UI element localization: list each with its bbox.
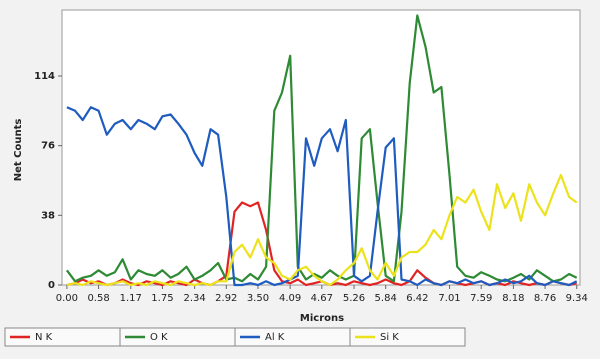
series-line xyxy=(66,14,578,283)
legend-label: N K xyxy=(35,332,53,343)
x-tick-label: 0.58 xyxy=(87,293,109,304)
x-tick-label: 5.84 xyxy=(375,293,397,304)
legend-label: Al K xyxy=(265,332,285,343)
x-tick-label: 4.67 xyxy=(311,293,333,304)
y-tick-label: 114 xyxy=(34,71,55,82)
plot-area xyxy=(61,9,581,286)
x-tick-label: 6.42 xyxy=(406,293,428,304)
x-tick-label: 2.92 xyxy=(215,293,237,304)
legend-label: O K xyxy=(150,332,168,343)
x-tick-label: 7.59 xyxy=(470,293,492,304)
x-tick-label: 1.17 xyxy=(120,293,142,304)
x-tick-label: 1.75 xyxy=(151,293,173,304)
series-line xyxy=(66,173,578,287)
x-tick-label: 3.50 xyxy=(247,293,269,304)
x-tick-label: 5.26 xyxy=(343,293,365,304)
y-tick-label: 76 xyxy=(41,141,55,152)
x-tick-label: 8.18 xyxy=(502,293,524,304)
series-line xyxy=(66,106,578,287)
x-tick-label: 9.34 xyxy=(566,293,588,304)
x-tick-label: 4.09 xyxy=(279,293,301,304)
x-tick-label: 8.76 xyxy=(534,293,556,304)
x-axis-label: Microns xyxy=(300,313,344,324)
legend-label: Si K xyxy=(380,332,399,343)
x-tick-label: 0.00 xyxy=(56,293,78,304)
y-axis-label: Net Counts xyxy=(13,119,24,182)
legend-box xyxy=(349,327,466,347)
y-tick-label: 0 xyxy=(48,280,55,291)
y-tick-label: 38 xyxy=(41,210,55,221)
x-tick-label: 7.01 xyxy=(438,293,460,304)
x-tick-label: 2.34 xyxy=(184,293,206,304)
